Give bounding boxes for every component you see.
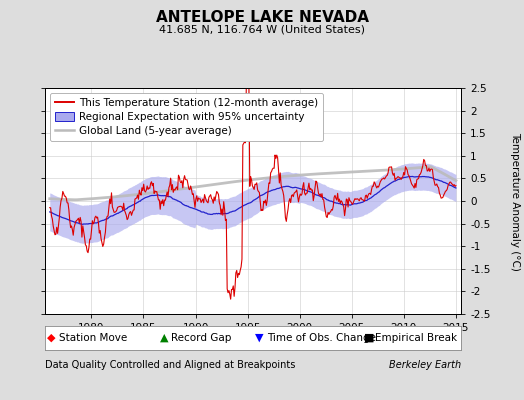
Text: ▼: ▼	[256, 333, 264, 343]
Text: Berkeley Earth: Berkeley Earth	[389, 360, 461, 370]
Text: ▲: ▲	[160, 333, 168, 343]
Y-axis label: Temperature Anomaly (°C): Temperature Anomaly (°C)	[510, 132, 520, 270]
Text: Time of Obs. Change: Time of Obs. Change	[267, 333, 376, 343]
Text: Data Quality Controlled and Aligned at Breakpoints: Data Quality Controlled and Aligned at B…	[45, 360, 295, 370]
Text: 41.685 N, 116.764 W (United States): 41.685 N, 116.764 W (United States)	[159, 24, 365, 34]
Text: Empirical Break: Empirical Break	[375, 333, 457, 343]
Text: ■: ■	[364, 333, 374, 343]
Text: ANTELOPE LAKE NEVADA: ANTELOPE LAKE NEVADA	[156, 10, 368, 25]
Text: Station Move: Station Move	[59, 333, 127, 343]
Text: Record Gap: Record Gap	[171, 333, 232, 343]
Text: ◆: ◆	[47, 333, 56, 343]
Legend: This Temperature Station (12-month average), Regional Expectation with 95% uncer: This Temperature Station (12-month avera…	[50, 93, 323, 141]
